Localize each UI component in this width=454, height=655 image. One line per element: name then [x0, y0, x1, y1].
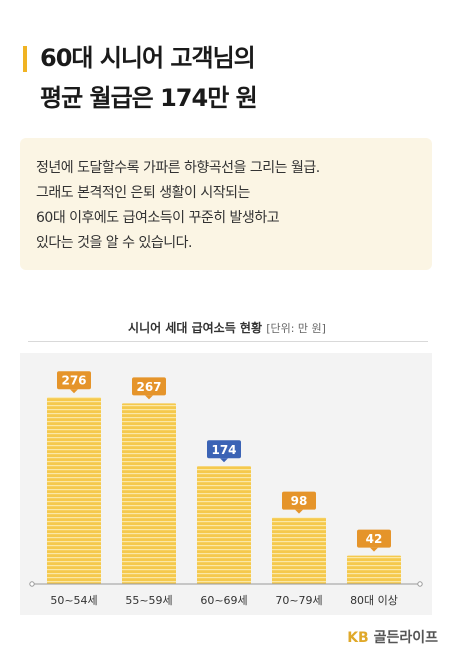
- axis-end-dot-0: [29, 581, 35, 587]
- info-line-2: 그래도 본격적인 은퇴 생활이 시작되는: [36, 185, 250, 201]
- chart-title: 시니어 세대 급여소득 현황 [단위: 만 원]: [0, 319, 454, 336]
- value-badge-0: 276: [57, 371, 91, 394]
- category-label-2: 60~69세: [200, 594, 247, 607]
- category-label-3: 70~79세: [275, 594, 322, 607]
- title-accent-bar: [23, 46, 27, 72]
- brand-logo: KB 골든라이프: [347, 627, 438, 647]
- value-label-2: 174: [211, 443, 236, 457]
- bar-chart: 276 50~54세 267 55~59세 174 60~69세 98 70~79세 42 80대…: [29, 371, 423, 607]
- bar-4: [347, 555, 401, 584]
- title-line-1: 60대 시니어 고객님의: [40, 44, 256, 72]
- value-badge-4: 42: [357, 529, 391, 552]
- axis-end-dot-1: [417, 581, 423, 587]
- bar-3: [272, 517, 326, 584]
- value-badge-2: 174: [207, 440, 241, 463]
- title-line-2: 평균 월급은 174만 원: [40, 84, 258, 112]
- value-label-4: 42: [366, 532, 383, 546]
- bar-1: [122, 403, 176, 584]
- category-label-1: 55~59세: [125, 594, 172, 607]
- chart-title-text: 시니어 세대 급여소득 현황: [128, 321, 263, 335]
- brand-name: 골든라이프: [373, 630, 438, 646]
- category-label-4: 80대 이상: [350, 594, 398, 607]
- value-label-0: 276: [61, 374, 86, 388]
- chart-title-divider: [28, 341, 428, 342]
- info-line-1: 정년에 도달할수록 가파른 하향곡선을 그리는 월급.: [36, 160, 320, 176]
- info-text: 정년에 도달할수록 가파른 하향곡선을 그리는 월급. 그래도 본격적인 은퇴 …: [36, 156, 416, 256]
- value-label-1: 267: [136, 380, 161, 394]
- value-badge-1: 267: [132, 377, 166, 400]
- page-title: 60대 시니어 고객님의 평균 월급은 174만 원: [40, 38, 258, 118]
- info-line-4: 있다는 것을 알 수 있습니다.: [36, 235, 192, 251]
- brand-kb: KB: [347, 630, 369, 646]
- category-label-0: 50~54세: [50, 594, 97, 607]
- bar-2: [197, 466, 251, 584]
- value-label-3: 98: [291, 494, 308, 508]
- chart-unit: [단위: 만 원]: [266, 322, 326, 335]
- bar-0: [47, 397, 101, 584]
- chart-area: 276 50~54세 267 55~59세 174 60~69세 98 70~79세 42 80대…: [20, 353, 432, 615]
- info-line-3: 60대 이후에도 급여소득이 꾸준히 발생하고: [36, 210, 280, 226]
- info-box: [20, 138, 432, 270]
- value-badge-3: 98: [282, 491, 316, 514]
